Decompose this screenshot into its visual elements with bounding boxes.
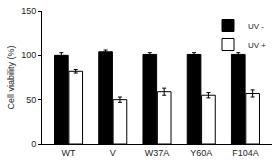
svg-text:UV +: UV +: [248, 41, 266, 50]
svg-text:150: 150: [21, 6, 36, 16]
svg-text:100: 100: [21, 50, 36, 60]
svg-text:W37A: W37A: [145, 148, 170, 158]
svg-text:50: 50: [26, 95, 36, 105]
svg-text:0: 0: [31, 139, 36, 149]
svg-text:V: V: [110, 148, 116, 158]
svg-text:WT: WT: [62, 148, 76, 158]
svg-text:Y60A: Y60A: [190, 148, 212, 158]
svg-text:UV -: UV -: [248, 22, 264, 31]
svg-text:F104A: F104A: [232, 148, 259, 158]
svg-text:Cell viability (%): Cell viability (%): [6, 45, 16, 109]
